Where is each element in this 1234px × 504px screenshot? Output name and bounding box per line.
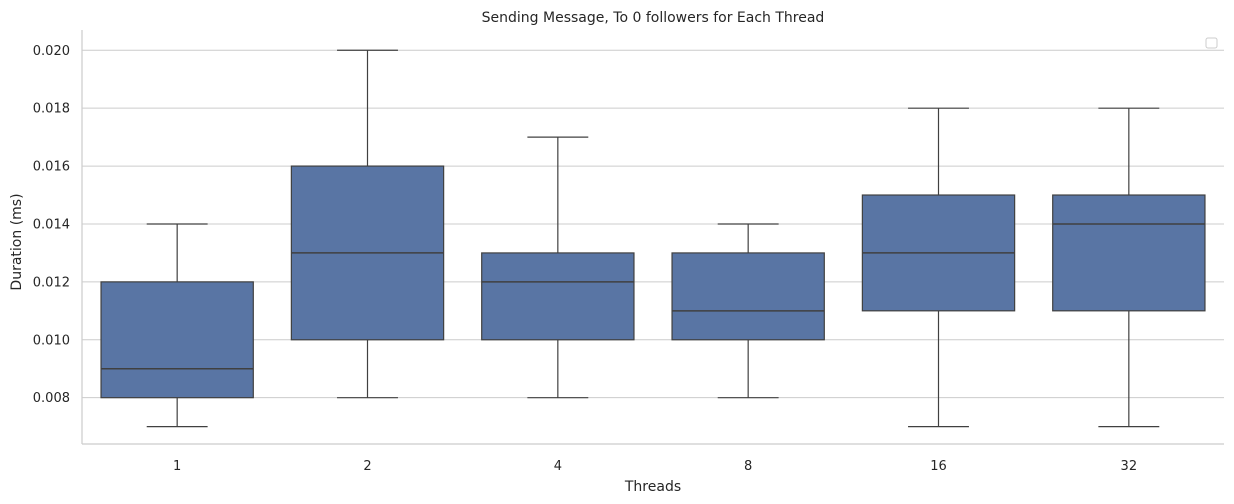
box-group-2 <box>290 49 445 399</box>
y-tick-label: 0.016 <box>33 160 70 175</box>
box-group-1 <box>100 223 254 428</box>
x-axis-label: Threads <box>624 479 681 495</box>
iqr-box <box>481 252 635 341</box>
y-tick-label: 0.020 <box>33 44 70 59</box>
y-tick-label: 0.014 <box>33 217 70 232</box>
box-group-4 <box>481 136 635 399</box>
x-tick-label: 8 <box>744 459 752 474</box>
x-tick-label: 16 <box>930 459 947 474</box>
iqr-box <box>1052 194 1206 312</box>
grid-layer <box>82 49 1224 399</box>
iqr-box <box>100 281 254 399</box>
box-layer <box>100 49 1206 428</box>
y-axis-label: Duration (ms) <box>9 193 25 290</box>
x-tick-label: 4 <box>554 459 562 474</box>
y-tick-label: 0.012 <box>33 275 70 290</box>
box-group-16 <box>861 107 1016 428</box>
chart-title: Sending Message, To 0 followers for Each… <box>482 10 825 26</box>
y-tick-label: 0.018 <box>33 102 70 117</box>
y-tick-label: 0.008 <box>33 391 70 406</box>
box-group-8 <box>671 223 825 399</box>
axis-layer: 0.008 0.010 0.012 0.014 0.016 0.018 0.020 1 2 4 8 1… <box>33 30 1224 474</box>
x-tick-label: 32 <box>1121 459 1138 474</box>
legend-box <box>1205 37 1218 49</box>
box-group-32 <box>1052 107 1206 428</box>
iqr-box <box>671 252 825 341</box>
x-tick-label: 2 <box>363 459 371 474</box>
y-tick-label: 0.010 <box>33 333 70 348</box>
x-tick-label: 1 <box>173 459 181 474</box>
